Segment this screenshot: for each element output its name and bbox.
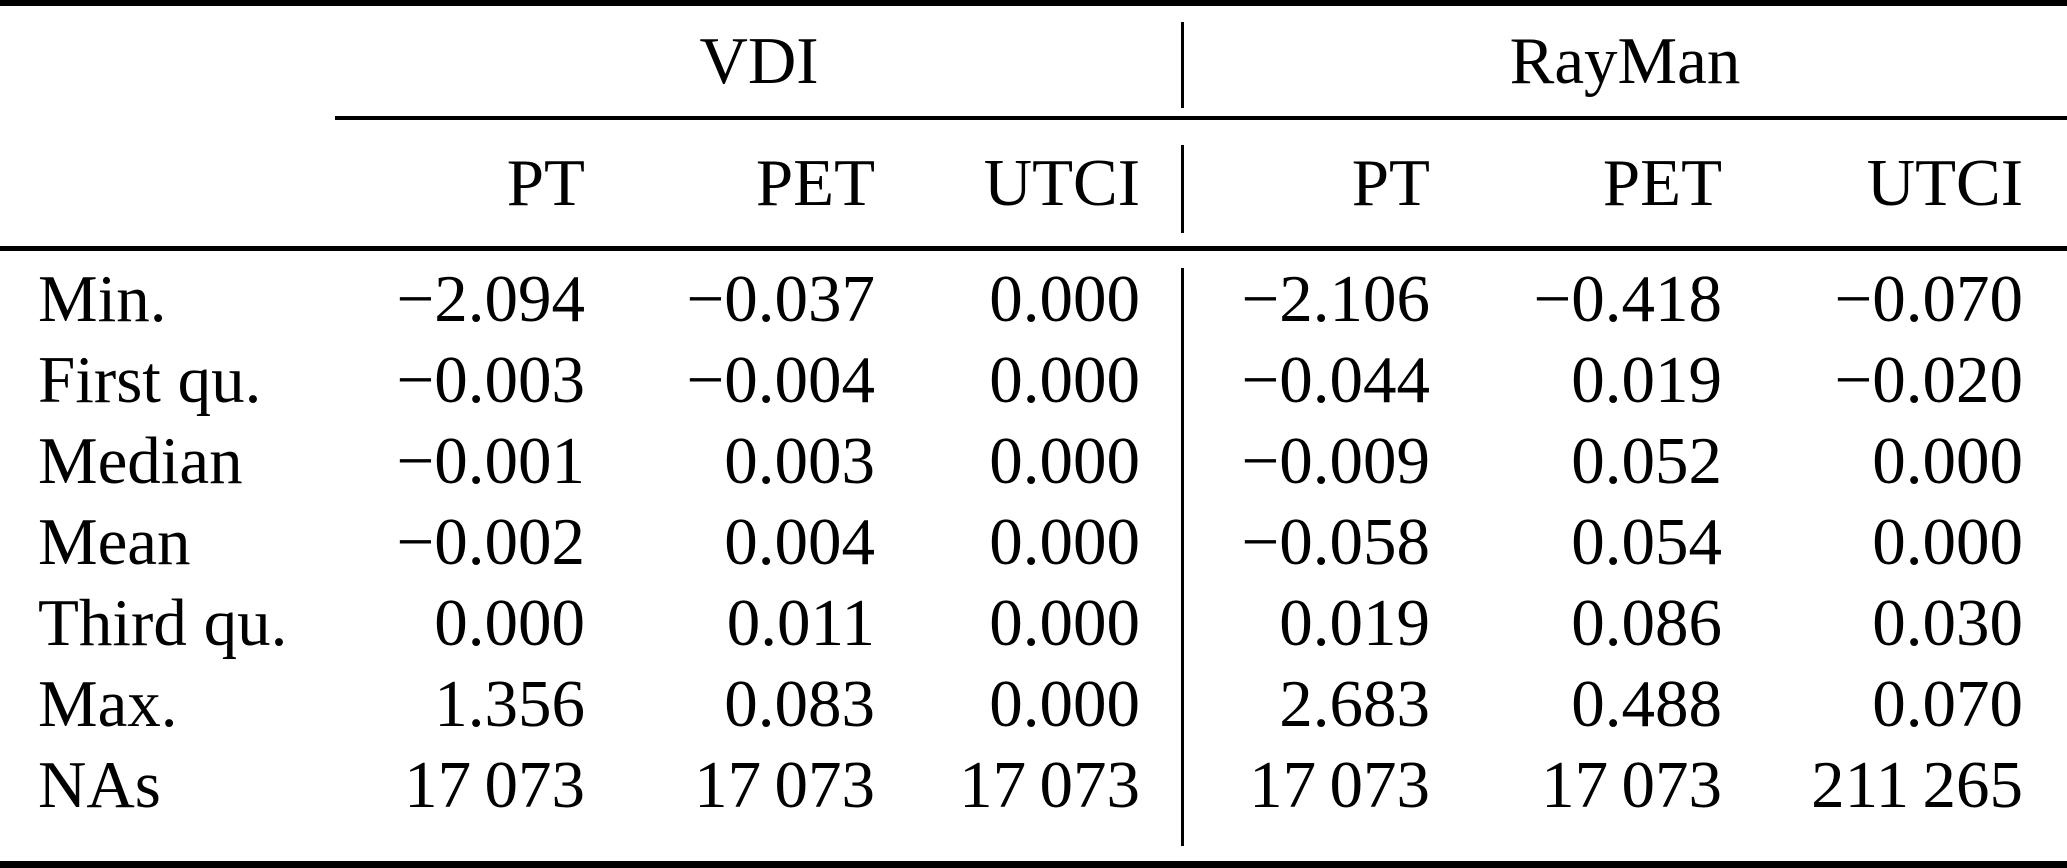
row-label: Third qu. [38, 586, 288, 660]
table-row-max: Max. 1.356 0.083 0.000 2.683 0.488 0.070 [0, 664, 2067, 745]
value-cell: 17 073 [694, 748, 875, 822]
column-header-spacer [0, 120, 335, 246]
value-cell: 0.000 [989, 343, 1140, 417]
value-cell: −0.044 [1241, 343, 1430, 417]
group-span-rule [335, 116, 2067, 120]
column-header-vdi-utci: UTCI [983, 145, 1140, 220]
column-header-vdi-pet: PET [755, 145, 875, 220]
value-cell: 1.356 [434, 667, 585, 741]
value-cell: 0.000 [989, 586, 1140, 660]
value-cell: −0.070 [1834, 262, 2023, 336]
value-cell: 0.488 [1571, 667, 1722, 741]
column-header-vdi-pt: PT [506, 145, 585, 220]
value-cell: −0.058 [1241, 505, 1430, 579]
vertical-separator [1181, 268, 1184, 846]
value-cell: −0.004 [686, 343, 875, 417]
value-cell: 0.000 [989, 262, 1140, 336]
top-rule [0, 0, 2067, 6]
column-header-row: PT PET UTCI PT PET UTCI [0, 120, 2067, 246]
value-cell: −0.020 [1834, 343, 2023, 417]
row-label: Min. [38, 262, 167, 336]
header-rule [0, 246, 2067, 251]
value-cell: 0.019 [1571, 343, 1722, 417]
value-cell: 0.000 [989, 424, 1140, 498]
column-header-rayman-pet: PET [1602, 145, 1722, 220]
value-cell: −0.037 [686, 262, 875, 336]
table-row-first-qu: First qu. −0.003 −0.004 0.000 −0.044 0.0… [0, 340, 2067, 421]
value-cell: 0.019 [1279, 586, 1430, 660]
table-row-nas: NAs 17 073 17 073 17 073 17 073 17 073 2… [0, 745, 2067, 826]
value-cell: −2.094 [396, 262, 585, 336]
value-cell: 0.011 [726, 586, 875, 660]
value-cell: 17 073 [959, 748, 1140, 822]
table-row-mean: Mean −0.002 0.004 0.000 −0.058 0.054 0.0… [0, 502, 2067, 583]
value-cell: 0.000 [989, 505, 1140, 579]
group-header-row: VDI RayMan [0, 6, 2067, 116]
value-cell: 0.000 [1872, 424, 2023, 498]
table-row-median: Median −0.001 0.003 0.000 −0.009 0.052 0… [0, 421, 2067, 502]
value-cell: 17 073 [404, 748, 585, 822]
value-cell: 211 265 [1811, 748, 2023, 822]
value-cell: −0.003 [396, 343, 585, 417]
value-cell: 0.000 [434, 586, 585, 660]
value-cell: −0.001 [396, 424, 585, 498]
row-label: Mean [38, 505, 191, 579]
bottom-rule [0, 861, 2067, 868]
value-cell: 0.030 [1872, 586, 2023, 660]
table-row-min: Min. −2.094 −0.037 0.000 −2.106 −0.418 −… [0, 259, 2067, 340]
value-cell: 0.054 [1571, 505, 1722, 579]
value-cell: 0.003 [724, 424, 875, 498]
value-cell: 0.086 [1571, 586, 1722, 660]
table-body: Min. −2.094 −0.037 0.000 −2.106 −0.418 −… [0, 251, 2067, 861]
value-cell: 0.052 [1571, 424, 1722, 498]
row-label: Median [38, 424, 243, 498]
value-cell: −2.106 [1241, 262, 1430, 336]
value-cell: 0.000 [1872, 505, 2023, 579]
value-cell: 17 073 [1249, 748, 1430, 822]
column-header-rayman-utci: UTCI [1866, 145, 2023, 220]
table-row-third-qu: Third qu. 0.000 0.011 0.000 0.019 0.086 … [0, 583, 2067, 664]
row-label: First qu. [38, 343, 262, 417]
group-header-spacer [0, 6, 335, 116]
value-cell: 0.004 [724, 505, 875, 579]
value-cell: 2.683 [1279, 667, 1430, 741]
value-cell: 0.000 [989, 667, 1140, 741]
group-header-vdi: VDI [699, 23, 819, 98]
value-cell: 17 073 [1541, 748, 1722, 822]
value-cell: 0.083 [724, 667, 875, 741]
column-header-rayman-pt: PT [1351, 145, 1430, 220]
value-cell: −0.002 [396, 505, 585, 579]
vertical-separator [1181, 145, 1184, 233]
vertical-separator [1181, 22, 1184, 108]
row-label: Max. [38, 667, 178, 741]
value-cell: −0.009 [1241, 424, 1430, 498]
row-label: NAs [38, 748, 161, 822]
value-cell: −0.418 [1533, 262, 1722, 336]
group-header-rayman: RayMan [1509, 23, 1741, 98]
value-cell: 0.070 [1872, 667, 2023, 741]
